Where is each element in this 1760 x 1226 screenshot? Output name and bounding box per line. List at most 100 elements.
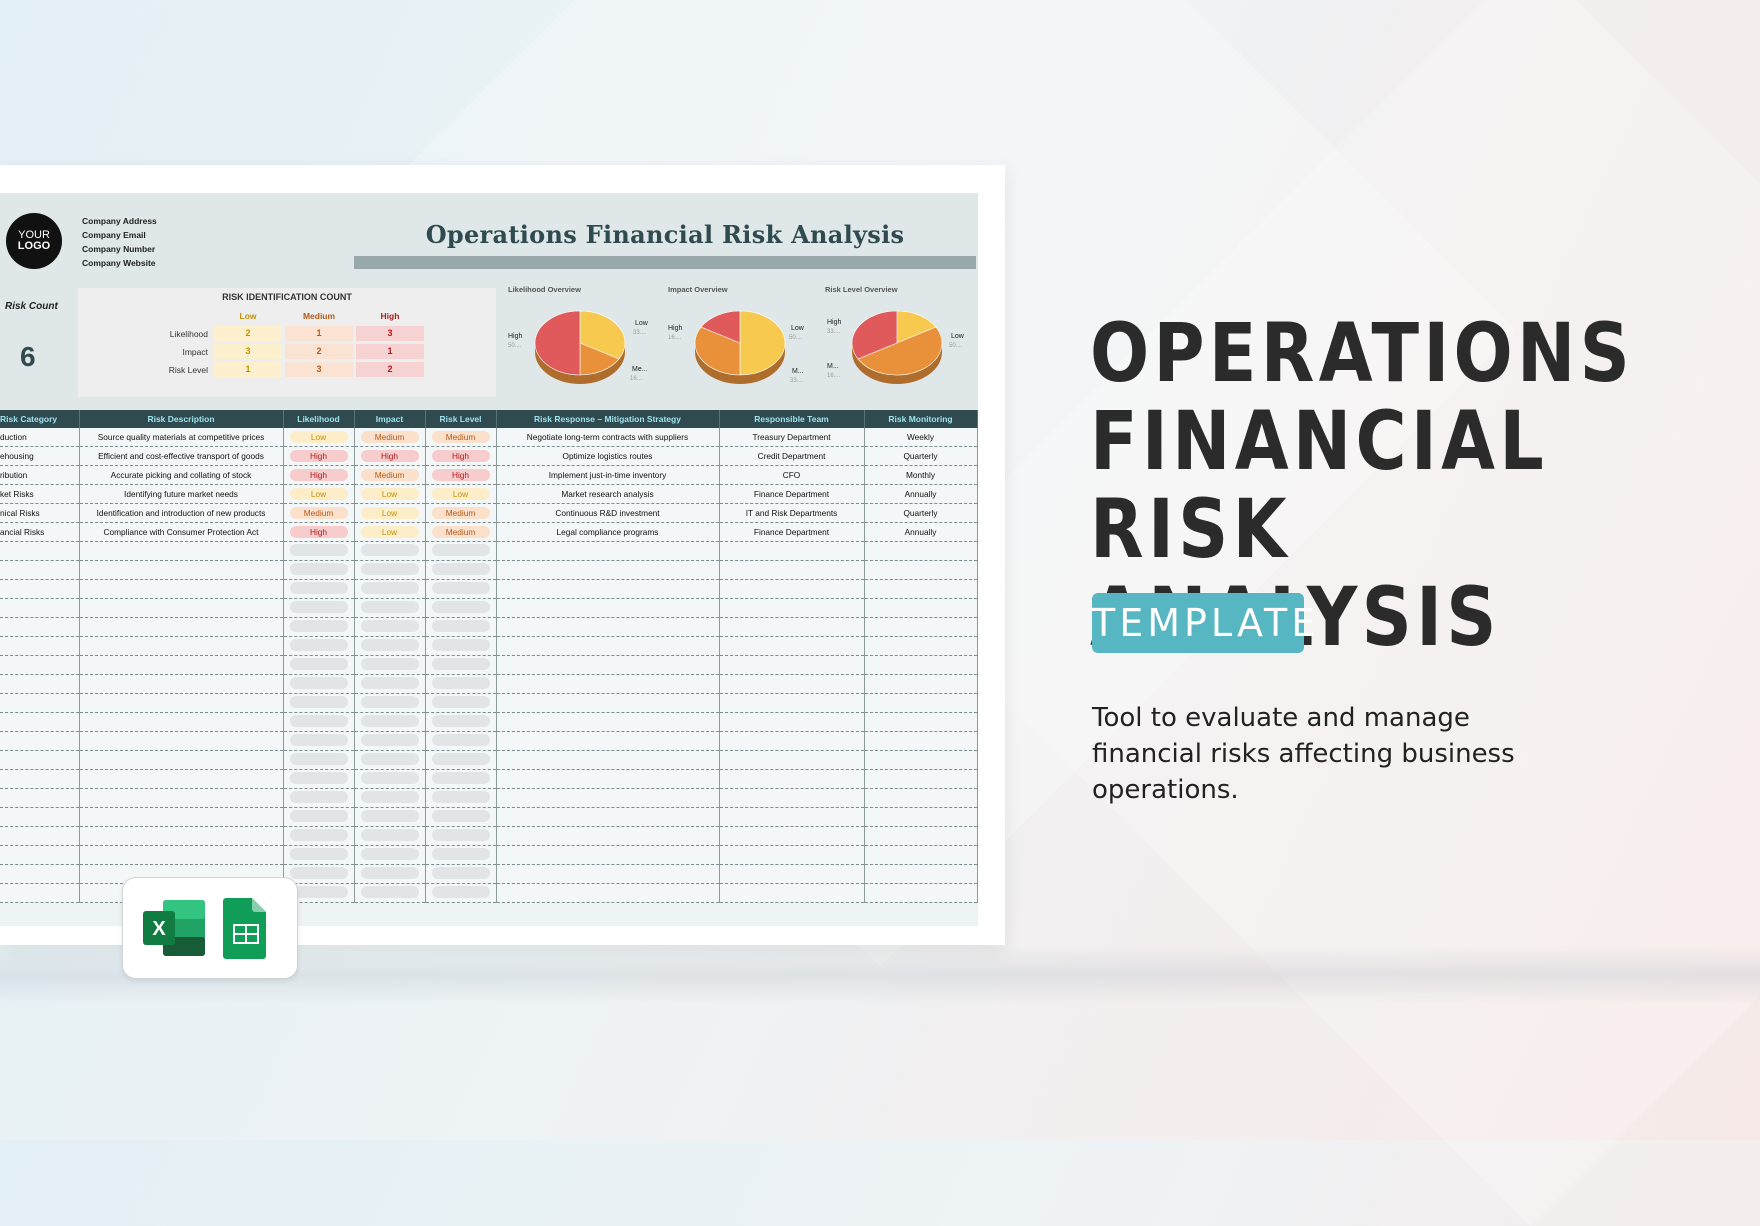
empty-pill (431, 848, 490, 860)
empty-dropdown-cell[interactable] (283, 826, 355, 846)
empty-cell (496, 674, 720, 694)
empty-dropdown-cell[interactable] (354, 731, 426, 751)
empty-dropdown-cell[interactable] (425, 826, 497, 846)
empty-dropdown-cell[interactable] (425, 807, 497, 827)
empty-dropdown-cell[interactable] (354, 788, 426, 808)
empty-dropdown-cell[interactable] (354, 541, 426, 561)
empty-dropdown-cell[interactable] (354, 560, 426, 580)
empty-dropdown-cell[interactable] (283, 883, 355, 903)
risk-level-cell: Low (425, 484, 497, 504)
impact-pill: Medium (360, 431, 419, 443)
empty-cell (0, 693, 80, 713)
empty-dropdown-cell[interactable] (425, 750, 497, 770)
empty-dropdown-cell[interactable] (425, 769, 497, 789)
empty-dropdown-cell[interactable] (283, 655, 355, 675)
empty-dropdown-cell[interactable] (354, 674, 426, 694)
risk-count-value: 6 (20, 341, 36, 372)
empty-dropdown-cell[interactable] (425, 845, 497, 865)
empty-dropdown-cell[interactable] (425, 712, 497, 732)
empty-dropdown-cell[interactable] (283, 788, 355, 808)
empty-cell (719, 636, 865, 656)
empty-dropdown-cell[interactable] (354, 579, 426, 599)
header-responsible-team: Responsible Team (719, 410, 865, 428)
empty-cell (719, 560, 865, 580)
risk-identification-title: RISK IDENTIFICATION COUNT (222, 292, 352, 302)
empty-dropdown-cell[interactable] (283, 598, 355, 618)
empty-dropdown-cell[interactable] (283, 864, 355, 884)
empty-dropdown-cell[interactable] (425, 731, 497, 751)
legend-low: Low (951, 333, 964, 340)
risk-level-pill: Medium (431, 507, 490, 519)
empty-dropdown-cell[interactable] (354, 712, 426, 732)
empty-cell (79, 693, 284, 713)
likelihood-cell: Low (283, 428, 355, 447)
empty-dropdown-cell[interactable] (283, 845, 355, 865)
empty-dropdown-cell[interactable] (354, 636, 426, 656)
sheet-title: Operations Financial Risk Analysis (425, 220, 905, 249)
empty-pill (360, 734, 419, 746)
empty-pill (360, 810, 419, 822)
empty-dropdown-cell[interactable] (354, 769, 426, 789)
empty-dropdown-cell[interactable] (425, 883, 497, 903)
header-likelihood: Likelihood (283, 410, 355, 428)
impact-pill: High (360, 450, 419, 462)
legend-high: High (508, 333, 523, 340)
likelihood-cell: High (283, 522, 355, 542)
empty-dropdown-cell[interactable] (283, 674, 355, 694)
empty-pill (360, 772, 419, 784)
empty-dropdown-cell[interactable] (354, 617, 426, 637)
impact-cell: High (354, 446, 426, 466)
empty-dropdown-cell[interactable] (354, 845, 426, 865)
table-row: ket Risks Identifying future market needs… (0, 484, 978, 504)
impact-pill: Low (360, 526, 419, 538)
risk-response-cell: Optimize logistics routes (496, 446, 720, 466)
rid-row-label: Impact (182, 347, 208, 357)
empty-dropdown-cell[interactable] (425, 674, 497, 694)
empty-dropdown-cell[interactable] (283, 579, 355, 599)
empty-dropdown-cell[interactable] (354, 826, 426, 846)
empty-cell (0, 541, 80, 561)
empty-dropdown-cell[interactable] (283, 693, 355, 713)
empty-cell (864, 579, 978, 599)
empty-dropdown-cell[interactable] (283, 769, 355, 789)
pie-slice-low (579, 310, 626, 360)
empty-dropdown-cell[interactable] (283, 807, 355, 827)
empty-dropdown-cell[interactable] (354, 655, 426, 675)
empty-dropdown-cell[interactable] (354, 807, 426, 827)
empty-dropdown-cell[interactable] (425, 560, 497, 580)
empty-dropdown-cell[interactable] (283, 712, 355, 732)
empty-dropdown-cell[interactable] (425, 636, 497, 656)
empty-dropdown-cell[interactable] (283, 731, 355, 751)
empty-dropdown-cell[interactable] (283, 541, 355, 561)
empty-pill (360, 563, 419, 575)
impact-cell: Low (354, 522, 426, 542)
empty-dropdown-cell[interactable] (425, 541, 497, 561)
empty-dropdown-cell[interactable] (283, 636, 355, 656)
empty-dropdown-cell[interactable] (425, 598, 497, 618)
empty-dropdown-cell[interactable] (425, 864, 497, 884)
empty-cell (79, 655, 284, 675)
empty-table-row (0, 750, 978, 770)
empty-dropdown-cell[interactable] (283, 617, 355, 637)
empty-dropdown-cell[interactable] (425, 693, 497, 713)
impact-pill: Medium (360, 469, 419, 481)
pct-high: 50.... (508, 343, 522, 349)
empty-dropdown-cell[interactable] (354, 598, 426, 618)
empty-dropdown-cell[interactable] (425, 788, 497, 808)
empty-dropdown-cell[interactable] (354, 864, 426, 884)
empty-dropdown-cell[interactable] (283, 750, 355, 770)
empty-cell (719, 750, 865, 770)
pct-high: 33.... (827, 329, 841, 335)
empty-dropdown-cell[interactable] (283, 560, 355, 580)
chart-title: Risk Level Overview (825, 285, 898, 294)
empty-dropdown-cell[interactable] (425, 579, 497, 599)
empty-pill (431, 810, 490, 822)
empty-dropdown-cell[interactable] (354, 883, 426, 903)
empty-dropdown-cell[interactable] (354, 750, 426, 770)
empty-cell (496, 655, 720, 675)
empty-dropdown-cell[interactable] (354, 693, 426, 713)
empty-dropdown-cell[interactable] (425, 655, 497, 675)
empty-dropdown-cell[interactable] (425, 617, 497, 637)
risk-monitoring-cell: Quarterly (864, 446, 978, 466)
header-risk-level: Risk Level (425, 410, 497, 428)
